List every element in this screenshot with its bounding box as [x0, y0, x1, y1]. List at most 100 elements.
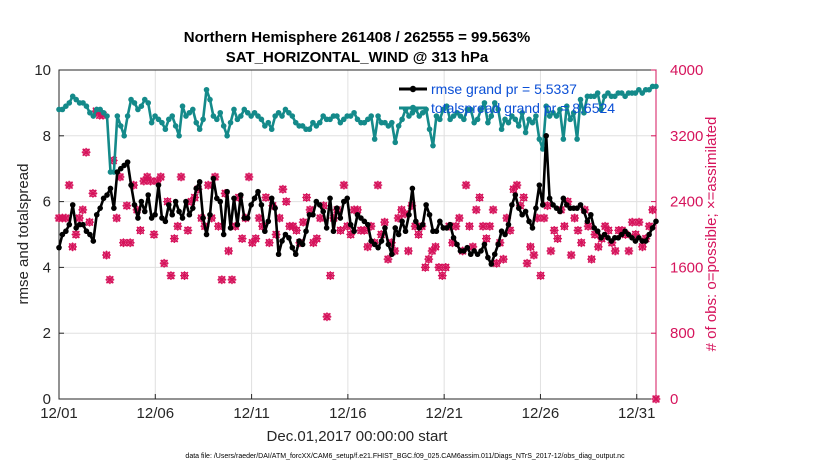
obs-assimilated-point — [454, 213, 464, 223]
obs-assimilated-point — [281, 197, 291, 206]
totalspread-point — [581, 109, 587, 116]
rmse-point — [351, 228, 357, 235]
obs-assimilated-point — [539, 213, 549, 223]
obs-assimilated-point — [214, 221, 223, 231]
rmse-point — [179, 215, 186, 221]
rmse-point — [481, 241, 488, 248]
totalspread-point — [117, 123, 124, 129]
obs-assimilated-point — [312, 234, 322, 244]
rmse-point — [220, 231, 227, 238]
totalspread-point — [426, 126, 433, 133]
y-axis-ticks: 0 2 4 6 8 10 — [34, 62, 64, 408]
rmse-point — [56, 244, 62, 251]
rmse-point — [594, 228, 601, 235]
line-series — [56, 83, 659, 267]
x-tick-label: 12/11 — [233, 405, 269, 422]
rmse-point — [505, 221, 512, 228]
obs-assimilated-point — [88, 188, 98, 198]
rmse-point — [238, 192, 244, 198]
x-tick-label: 12/21 — [425, 405, 463, 422]
legend-rmse-marker — [409, 85, 417, 93]
rmse-point — [145, 192, 152, 198]
obs-assimilated-point — [424, 254, 434, 264]
obs-assimilated-point — [587, 254, 596, 264]
x-tick-label: 12/01 — [40, 405, 78, 422]
obs-assimilated-point — [519, 193, 529, 202]
rmse-point — [289, 244, 296, 251]
footer-data-file: data file: /Users/raeder/DAI/ATM_forcXX/… — [185, 453, 625, 460]
rmse-point — [251, 195, 258, 202]
obs-assimilated-point — [81, 147, 91, 157]
rmse-point — [653, 218, 659, 225]
totalspread-point — [560, 136, 567, 142]
rmse-point — [97, 205, 103, 211]
obs-assimilated-point — [610, 246, 620, 256]
rmse-point — [392, 225, 399, 231]
rmse-point — [364, 221, 371, 228]
rmse-point — [200, 215, 206, 221]
rmse-point — [323, 225, 330, 231]
totalspread-point — [495, 106, 501, 113]
obs-assimilated-point — [549, 225, 559, 235]
rmse-point — [426, 211, 433, 218]
totalspread-point — [131, 100, 138, 106]
totalspread-point — [512, 116, 519, 123]
x-tick-label: 12/31 — [618, 405, 656, 422]
rmse-point — [292, 251, 299, 258]
totalspread-point — [148, 119, 155, 126]
totalspread-point — [224, 133, 230, 139]
obs-assimilated-point — [251, 234, 261, 244]
totalspread-point — [478, 106, 484, 113]
obs-assimilated-point — [471, 205, 481, 215]
rmse-point — [131, 202, 138, 208]
obs-assimilated-point — [475, 193, 485, 202]
rmse-point — [268, 195, 275, 202]
rmse-point — [169, 211, 176, 218]
rmse-point — [347, 221, 354, 228]
obs-assimilated-point — [651, 394, 661, 404]
obs-assimilated-point — [383, 254, 393, 264]
rmse-point — [491, 251, 498, 258]
rmse-point — [162, 218, 169, 225]
rmse-point — [320, 208, 326, 215]
rmse-point — [93, 211, 100, 218]
rmse-point — [152, 211, 158, 218]
rmse-point — [262, 228, 268, 235]
rmse-point — [334, 205, 340, 211]
totalspread-point — [371, 136, 378, 142]
rmse-point — [104, 192, 110, 198]
rmse-point — [135, 215, 141, 221]
obs-assimilated-point — [380, 217, 390, 227]
totalspread-point — [351, 109, 357, 116]
rmse-point — [536, 182, 543, 188]
obs-assimilated-point — [546, 246, 556, 256]
totalspread-point — [268, 126, 275, 133]
rmse-point — [557, 208, 563, 215]
rmse-point — [111, 205, 117, 211]
totalspread-point — [190, 106, 196, 113]
rmse-point — [141, 208, 148, 215]
totalspread-point — [104, 113, 110, 119]
chart-title: Northern Hemisphere 261408 / 262555 = 99… — [184, 29, 530, 46]
rmse-point — [437, 218, 443, 225]
obs-assimilated-point — [498, 254, 508, 264]
totalspread-point — [536, 136, 543, 142]
x-tick-label: 12/06 — [137, 405, 175, 422]
rmse-point — [66, 221, 73, 228]
totalspread-point — [83, 103, 90, 109]
rmse-point — [258, 202, 265, 208]
y-tick-label: 6 — [43, 194, 51, 211]
obs-assimilated-point — [68, 242, 77, 252]
totalspread-point — [522, 129, 529, 136]
obs-assimilated-point — [156, 172, 166, 182]
obs-assimilated-point — [566, 250, 576, 260]
rmse-point — [478, 248, 484, 254]
obs-assimilated-point — [363, 242, 373, 252]
y2-tick-label: 1600 — [670, 259, 703, 276]
obs-assimilated-point — [102, 250, 111, 260]
obs-assimilated-point — [414, 230, 423, 239]
totalspread-point — [498, 126, 505, 133]
rmse-point — [385, 241, 392, 248]
totalspread-point — [594, 90, 601, 96]
rmse-point — [299, 241, 306, 248]
